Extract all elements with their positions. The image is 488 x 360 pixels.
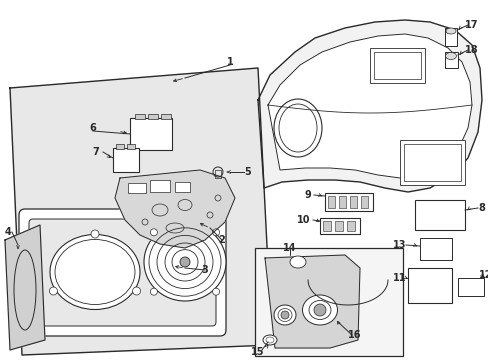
Ellipse shape <box>289 256 305 268</box>
FancyBboxPatch shape <box>29 219 216 326</box>
Text: 12: 12 <box>478 270 488 280</box>
Bar <box>254 248 402 356</box>
Ellipse shape <box>302 295 337 325</box>
FancyBboxPatch shape <box>19 209 225 336</box>
Text: 11: 11 <box>392 273 406 283</box>
Text: 9: 9 <box>304 190 311 200</box>
Bar <box>419 238 451 260</box>
Ellipse shape <box>263 335 276 345</box>
Bar <box>414 200 464 230</box>
Bar <box>215 170 221 178</box>
Polygon shape <box>258 20 481 192</box>
Bar <box>135 114 145 119</box>
Bar <box>113 148 139 172</box>
Text: 13: 13 <box>392 240 406 250</box>
Bar <box>175 182 190 192</box>
Ellipse shape <box>143 223 225 301</box>
Bar <box>403 144 460 181</box>
Bar <box>457 278 483 296</box>
Polygon shape <box>264 255 359 348</box>
Ellipse shape <box>50 234 140 310</box>
Bar <box>127 144 135 149</box>
Circle shape <box>150 229 157 236</box>
Bar <box>349 196 356 208</box>
Bar <box>444 28 456 46</box>
Ellipse shape <box>273 305 295 325</box>
Bar <box>130 118 172 150</box>
Text: 14: 14 <box>283 243 296 253</box>
Text: 1: 1 <box>226 57 233 67</box>
Circle shape <box>212 288 219 295</box>
Bar <box>150 180 170 192</box>
Polygon shape <box>267 34 471 178</box>
Text: 15: 15 <box>251 347 264 357</box>
Text: 16: 16 <box>347 330 361 340</box>
Circle shape <box>91 230 99 238</box>
Circle shape <box>49 287 57 295</box>
Bar <box>334 221 342 231</box>
Ellipse shape <box>273 99 321 157</box>
Text: 18: 18 <box>464 45 478 55</box>
Circle shape <box>150 288 157 295</box>
Bar <box>128 183 146 193</box>
Bar <box>346 221 354 231</box>
Text: 10: 10 <box>297 215 310 225</box>
Text: 6: 6 <box>89 123 96 133</box>
Text: 2: 2 <box>218 235 225 245</box>
Circle shape <box>132 287 140 295</box>
Ellipse shape <box>445 28 455 34</box>
Bar <box>325 193 372 211</box>
Bar <box>148 114 158 119</box>
Ellipse shape <box>445 53 456 59</box>
Bar <box>399 140 464 185</box>
Bar <box>116 144 124 149</box>
Bar <box>319 218 359 234</box>
Text: 5: 5 <box>244 167 251 177</box>
Bar <box>161 114 171 119</box>
Circle shape <box>281 311 288 319</box>
Bar <box>444 52 457 68</box>
Bar <box>369 48 424 83</box>
Text: 3: 3 <box>201 265 208 275</box>
Polygon shape <box>5 225 45 350</box>
Bar <box>407 268 451 303</box>
Circle shape <box>313 304 325 316</box>
Text: 7: 7 <box>92 147 99 157</box>
Circle shape <box>180 257 190 267</box>
Bar <box>360 196 367 208</box>
Bar <box>327 196 334 208</box>
Polygon shape <box>10 68 271 355</box>
Circle shape <box>212 229 219 236</box>
Polygon shape <box>115 170 235 248</box>
Bar <box>338 196 346 208</box>
Text: 17: 17 <box>464 20 478 30</box>
Bar <box>323 221 330 231</box>
Text: 8: 8 <box>478 203 485 213</box>
Text: 4: 4 <box>4 227 11 237</box>
Bar <box>373 52 420 79</box>
